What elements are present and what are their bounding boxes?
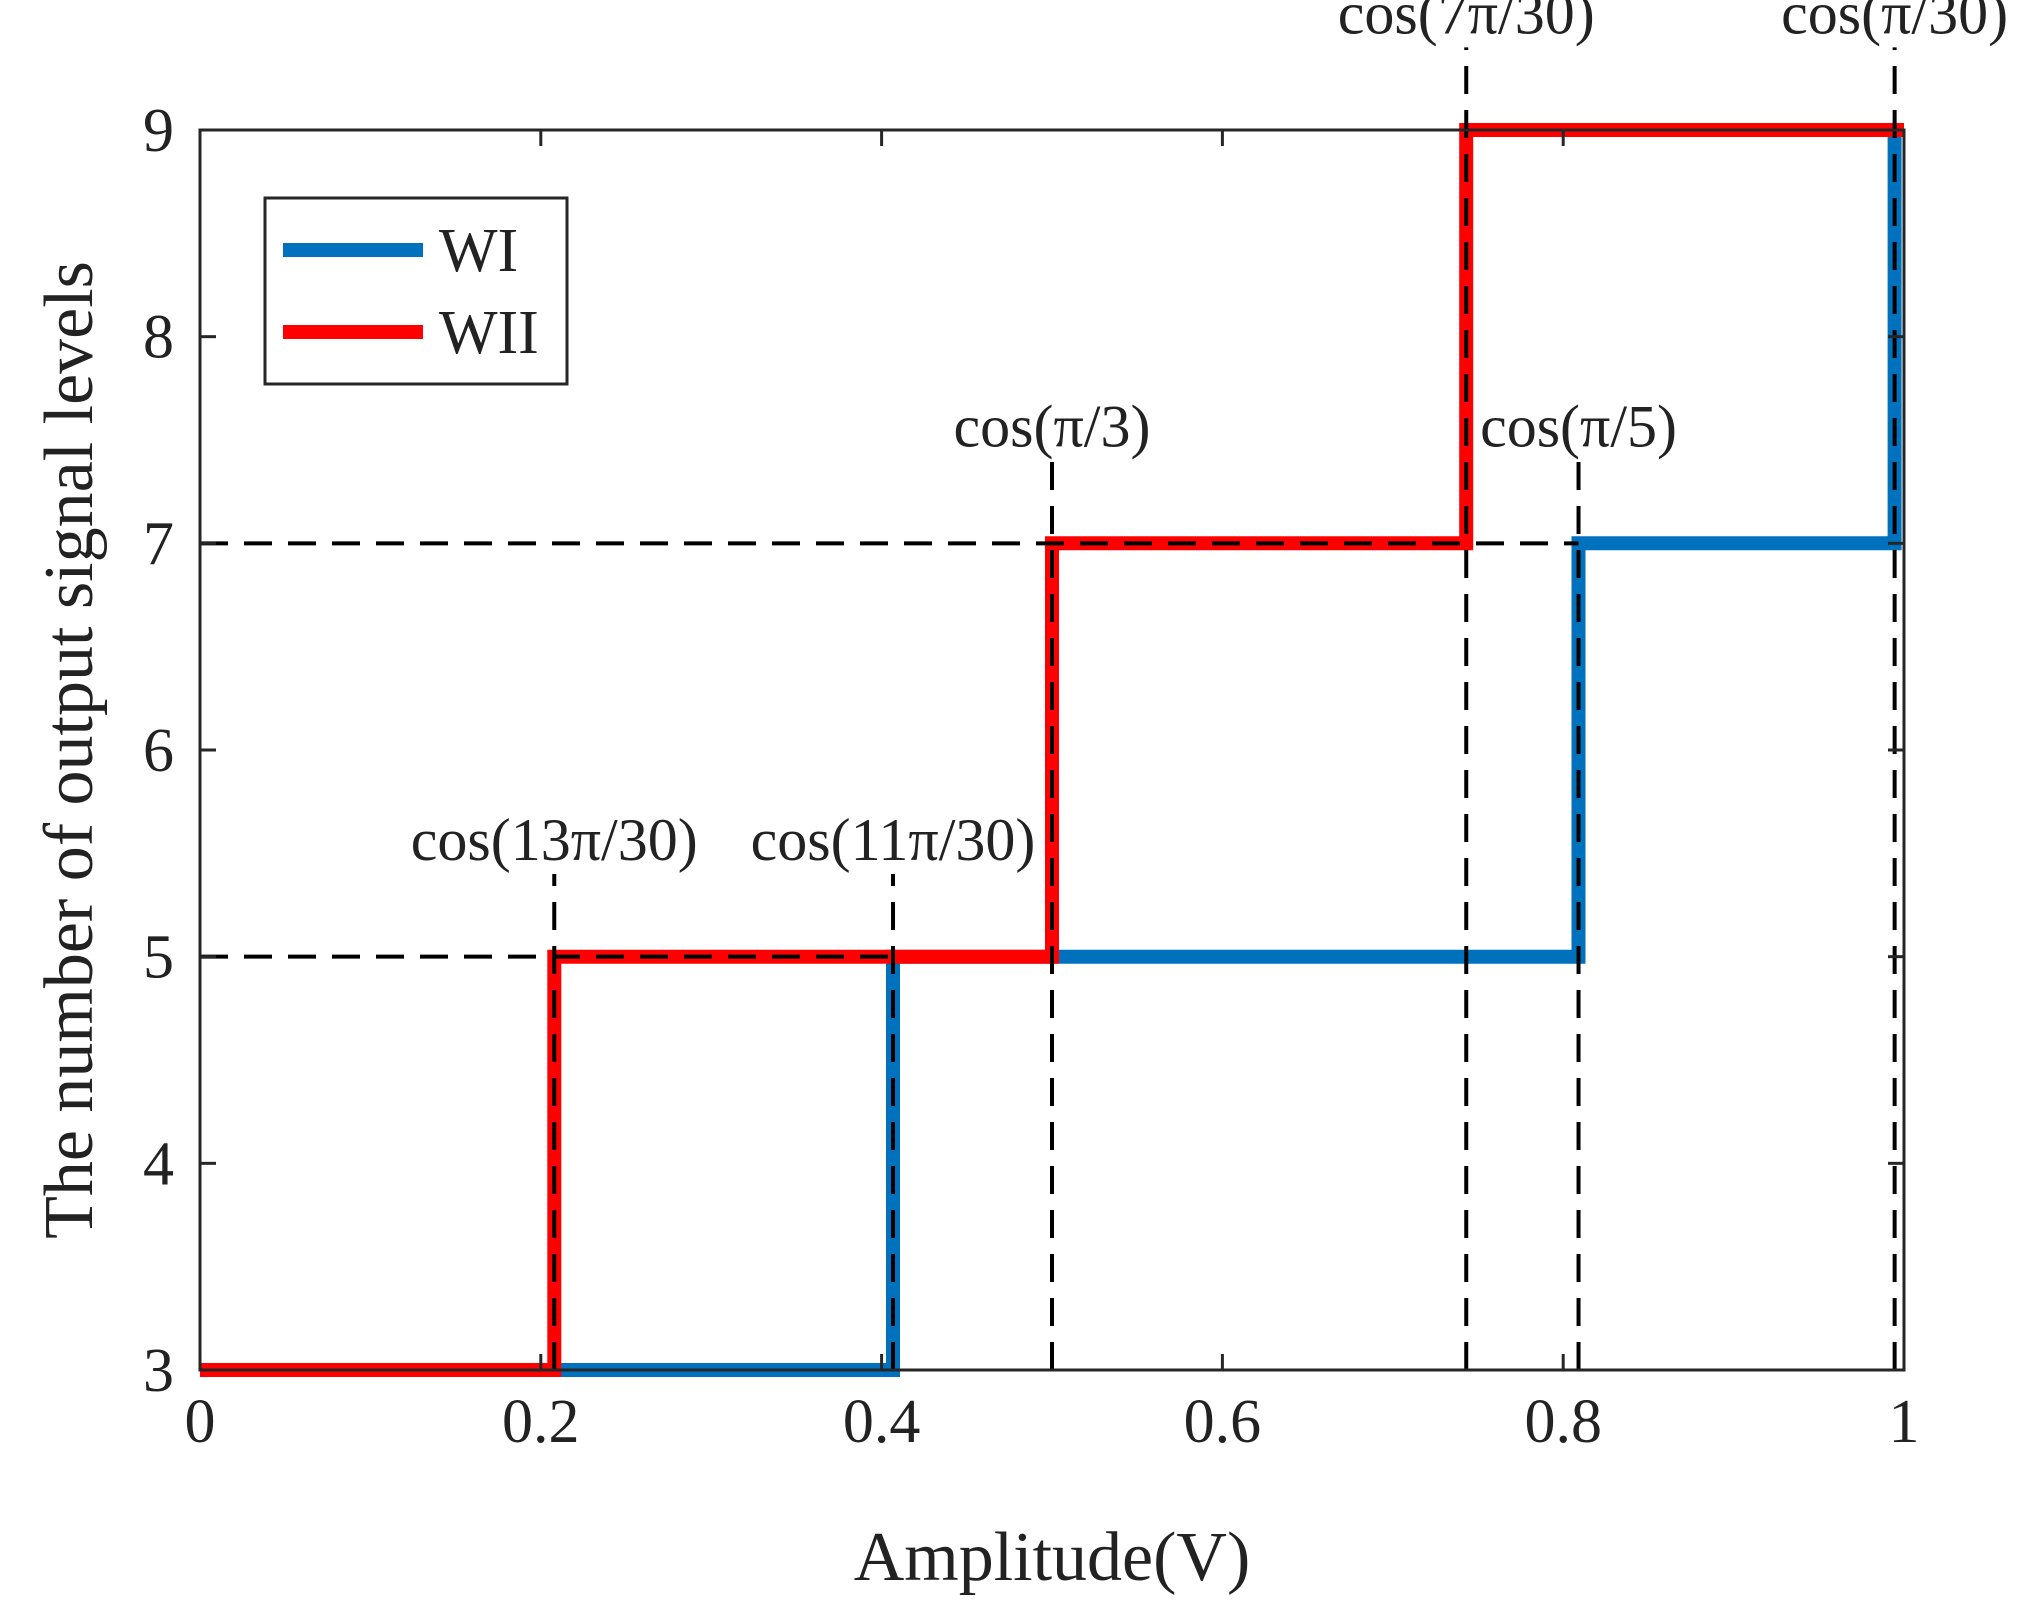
y-tick-label-5: 8 — [143, 304, 174, 372]
x-tick-label-1: 0.2 — [502, 1388, 580, 1456]
y-tick-label-3: 6 — [143, 717, 174, 785]
annotation-label-1: cos(11π/30) — [751, 807, 1036, 873]
legend-box — [263, 196, 569, 386]
y-axis-label: The number of output signal levels — [31, 261, 108, 1239]
x-axis-label: Amplitude(V) — [854, 1519, 1251, 1596]
x-tick-label-3: 0.6 — [1184, 1388, 1262, 1456]
legend-label-wii: WII — [439, 299, 539, 367]
legend: WI WII — [263, 196, 569, 386]
y-tick-label-0: 3 — [143, 1337, 174, 1405]
axis-ticks: 0 0.2 0.4 0.6 0.8 1 3 4 5 6 7 8 9 — [143, 97, 1920, 1456]
reference-lines — [200, 47, 1897, 1370]
annotation-label-2: cos(π/3) — [954, 394, 1151, 460]
annotation-label-5: cos(π/30) — [1781, 0, 2008, 46]
legend-label-wi: WI — [439, 217, 518, 285]
annotations: cos(13π/30) cos(11π/30) cos(π/3) cos(7π/30)… — [411, 0, 2008, 873]
x-tick-label-5: 1 — [1889, 1388, 1920, 1456]
x-tick-label-0: 0 — [185, 1388, 216, 1456]
y-tick-label-2: 5 — [143, 924, 174, 992]
x-tick-label-4: 0.8 — [1524, 1388, 1602, 1456]
y-tick-label-1: 4 — [143, 1130, 174, 1198]
y-tick-label-6: 9 — [143, 97, 174, 165]
y-tick-label-4: 7 — [143, 510, 174, 578]
x-tick-label-2: 0.4 — [843, 1388, 921, 1456]
annotation-label-3: cos(7π/30) — [1338, 0, 1595, 46]
annotation-label-0: cos(13π/30) — [411, 807, 698, 873]
annotation-label-4: cos(π/5) — [1480, 394, 1677, 460]
